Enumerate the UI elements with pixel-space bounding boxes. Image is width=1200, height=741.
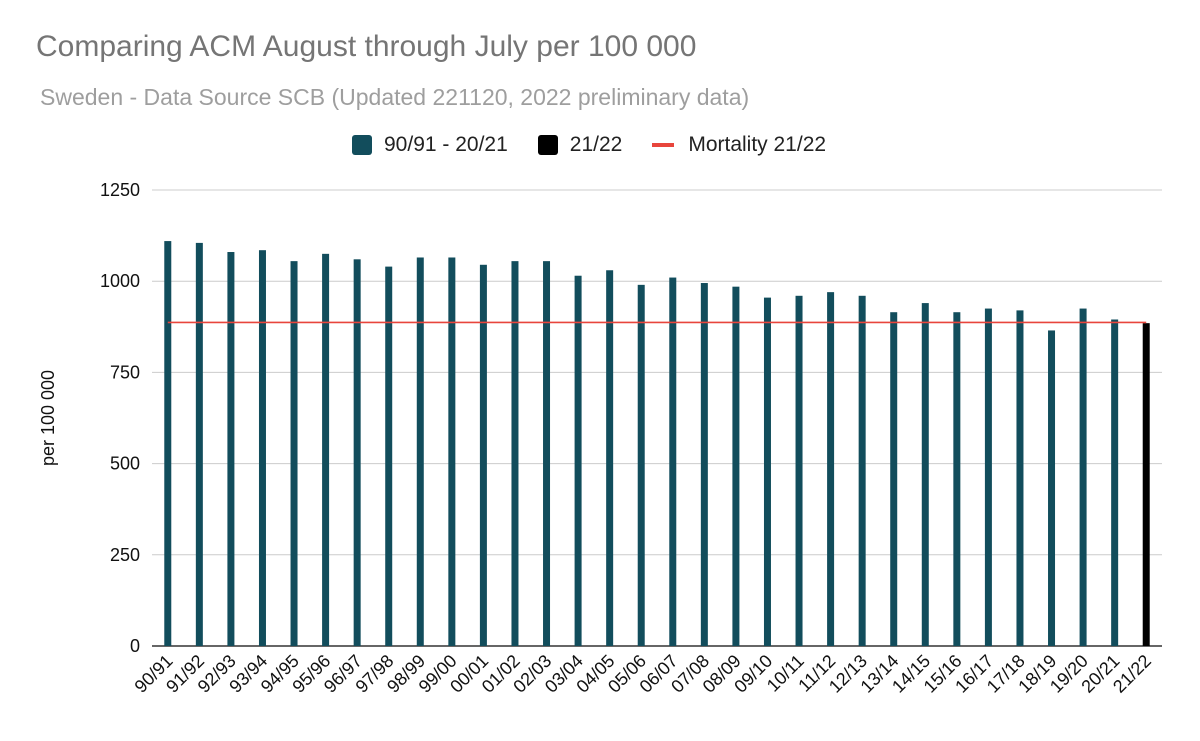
bar-historical [1048, 330, 1056, 646]
bar-historical [479, 264, 487, 646]
bar-historical [921, 303, 929, 646]
y-tick-label: 500 [110, 454, 140, 474]
legend-label-reference: Mortality 21/22 [688, 133, 827, 156]
bar-historical [290, 261, 298, 646]
bar-historical [827, 292, 835, 646]
bar-historical [984, 308, 992, 646]
bar-historical [448, 257, 456, 646]
legend-swatch-reference [652, 143, 675, 147]
bar-historical [164, 241, 172, 646]
bar-historical [227, 252, 235, 647]
bar-historical [1111, 319, 1119, 646]
bar-historical [543, 261, 551, 646]
legend-label-current: 21/22 [569, 133, 623, 156]
bar-historical [795, 295, 803, 646]
legend-label-historical: 90/91 - 20/21 [384, 133, 508, 156]
bar-historical [1016, 310, 1024, 646]
bar-historical [322, 253, 330, 646]
chart-title: Comparing ACM August through July per 10… [36, 30, 697, 63]
bar-historical [700, 283, 708, 646]
legend-swatch-current [537, 135, 558, 155]
legend-item-historical[interactable]: 90/91 - 20/21 [352, 133, 508, 157]
bar-historical [258, 250, 266, 646]
chart-subtitle: Sweden - Data Source SCB (Updated 221120… [40, 84, 750, 110]
bar-historical [763, 297, 771, 646]
legend-item-reference[interactable]: Mortality 21/22 [652, 133, 826, 157]
y-tick-label: 1250 [100, 180, 140, 200]
bar-historical [1079, 308, 1087, 646]
bar-historical [637, 284, 645, 646]
bar-historical [606, 270, 614, 646]
bar-historical [732, 286, 740, 646]
y-tick-label: 0 [130, 636, 140, 656]
bar-historical [953, 312, 961, 646]
legend-swatch-historical [352, 135, 372, 155]
bar-historical [890, 312, 898, 646]
y-tick-label: 250 [110, 545, 140, 565]
bar-historical [669, 277, 677, 646]
legend-item-current[interactable]: 21/22 [537, 133, 623, 157]
bar-historical [385, 266, 393, 646]
y-axis-label: per 100 000 [38, 370, 58, 466]
legend: 90/91 - 20/21 21/22 Mortality 21/22 [352, 130, 856, 160]
bar-historical [511, 261, 519, 646]
bar-historical [574, 275, 582, 646]
bar-historical [416, 257, 424, 646]
bar-historical [858, 295, 866, 646]
y-tick-label: 1000 [100, 271, 140, 291]
y-tick-label: 750 [110, 362, 140, 382]
bar-historical [195, 242, 203, 646]
bar-current [1142, 323, 1150, 646]
bar-historical [353, 259, 361, 646]
